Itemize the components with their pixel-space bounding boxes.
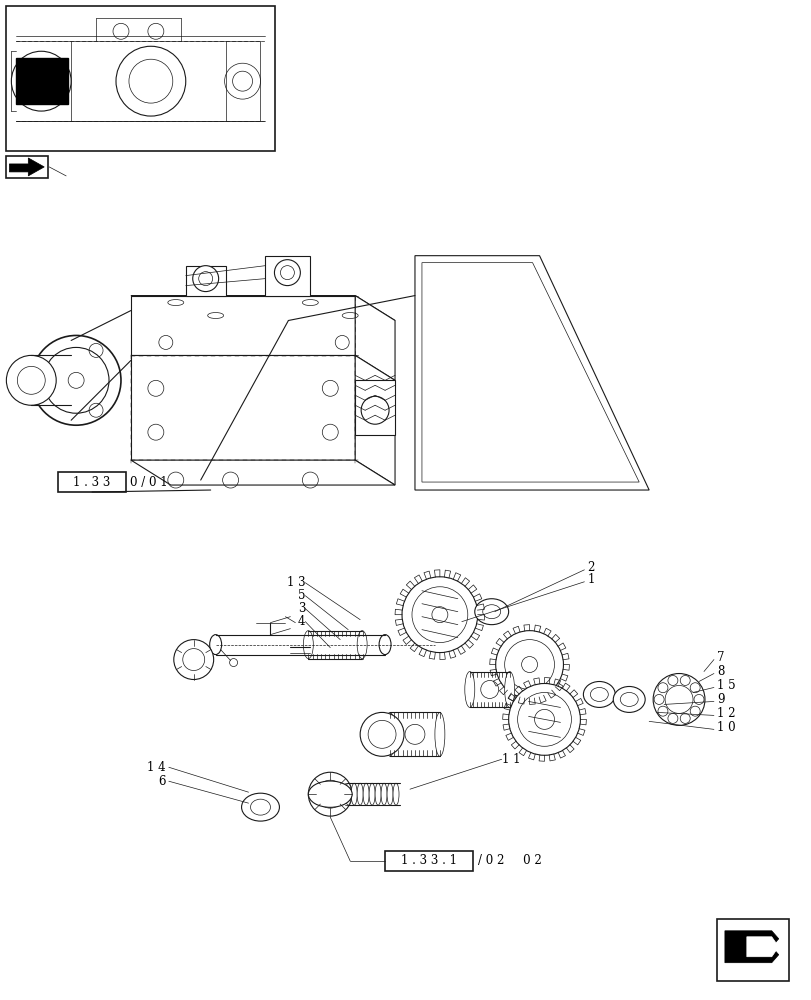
Ellipse shape [590,687,607,701]
Circle shape [480,680,498,698]
Ellipse shape [209,635,221,655]
Circle shape [405,724,424,744]
Bar [6,6,275,151]
Ellipse shape [251,799,270,815]
Circle shape [680,713,689,723]
Circle shape [401,577,477,653]
Bar [58,472,126,492]
Circle shape [667,713,677,723]
Circle shape [508,683,580,755]
Polygon shape [131,296,394,320]
Polygon shape [354,380,394,435]
Ellipse shape [393,783,398,805]
Ellipse shape [435,712,444,756]
Ellipse shape [174,640,213,680]
Circle shape [517,692,571,746]
Circle shape [367,720,396,748]
Circle shape [667,675,677,685]
Circle shape [689,683,699,693]
Ellipse shape [350,783,357,805]
Polygon shape [414,256,648,490]
Ellipse shape [612,686,645,712]
Ellipse shape [357,783,363,805]
Bar [16,58,68,104]
Text: 0 / 0 1: 0 / 0 1 [130,476,167,489]
Circle shape [521,657,537,673]
Circle shape [657,683,667,693]
Polygon shape [10,158,44,176]
Ellipse shape [384,712,394,756]
Circle shape [360,712,404,756]
Circle shape [680,675,689,685]
Text: 1 0: 1 0 [716,721,735,734]
Circle shape [495,631,563,698]
Text: / 0 2     0 2: / 0 2 0 2 [477,854,541,867]
Text: 3: 3 [298,602,305,615]
Circle shape [316,780,344,808]
Text: 4: 4 [298,615,305,628]
Text: 1 3: 1 3 [286,576,305,589]
Ellipse shape [504,672,514,707]
Ellipse shape [357,631,367,659]
Ellipse shape [379,635,391,655]
Circle shape [32,335,121,425]
Circle shape [411,587,467,643]
Ellipse shape [380,783,387,805]
Text: 5: 5 [298,589,305,602]
Polygon shape [131,355,354,460]
Text: 1 5: 1 5 [716,679,735,692]
Text: 1 . 3 3 . 1: 1 . 3 3 . 1 [401,854,457,867]
Ellipse shape [363,783,369,805]
Text: 7: 7 [716,651,723,664]
Ellipse shape [303,631,313,659]
Text: 1 2: 1 2 [716,707,735,720]
Circle shape [230,659,238,667]
Text: 9: 9 [716,693,723,706]
Circle shape [689,706,699,716]
Polygon shape [186,266,225,296]
Text: 2: 2 [586,561,594,574]
Circle shape [274,260,300,286]
Circle shape [308,772,352,816]
Bar [384,851,472,871]
Bar [716,919,787,981]
Text: 1 1: 1 1 [501,753,520,766]
Bar [6,156,48,178]
Text: 1: 1 [586,573,594,586]
Ellipse shape [241,793,279,821]
Circle shape [192,266,218,292]
Ellipse shape [387,783,393,805]
Text: 6: 6 [158,775,165,788]
Ellipse shape [483,605,500,619]
Text: 1 . 3 3: 1 . 3 3 [73,476,110,489]
Ellipse shape [620,692,637,706]
Ellipse shape [308,781,352,807]
Text: 8: 8 [716,665,723,678]
Polygon shape [131,460,394,485]
Circle shape [652,674,704,725]
Ellipse shape [182,649,204,671]
Circle shape [431,607,448,623]
Ellipse shape [375,783,380,805]
Text: 1 4: 1 4 [147,761,165,774]
Polygon shape [354,296,394,380]
Polygon shape [131,296,354,355]
Circle shape [664,685,692,713]
Circle shape [6,355,56,405]
Circle shape [504,640,554,689]
Ellipse shape [582,681,615,707]
Polygon shape [265,256,310,296]
Circle shape [654,694,663,704]
Circle shape [534,709,554,729]
Ellipse shape [474,599,508,625]
Polygon shape [354,355,394,485]
Polygon shape [724,931,778,963]
Circle shape [693,694,703,704]
Ellipse shape [369,783,375,805]
Ellipse shape [464,672,474,707]
Circle shape [657,706,667,716]
Polygon shape [746,937,778,957]
Ellipse shape [345,783,350,805]
